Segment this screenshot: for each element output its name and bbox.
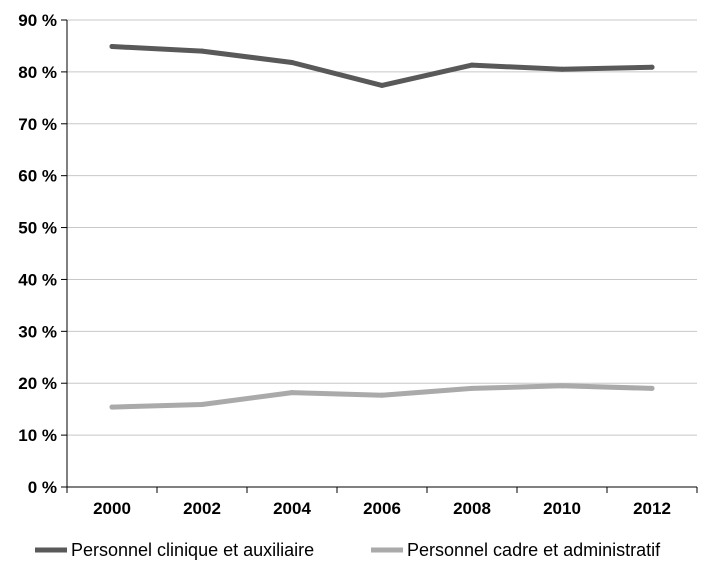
data-point	[379, 392, 385, 398]
gridlines	[67, 19, 697, 436]
y-tick-label: 70 %	[18, 115, 57, 134]
data-point	[289, 60, 295, 66]
legend-label: Personnel clinique et auxiliaire	[71, 540, 314, 560]
legend-label: Personnel cadre et administratif	[407, 540, 661, 560]
y-tick-label: 60 %	[18, 167, 57, 186]
data-point	[559, 383, 565, 389]
axes	[61, 19, 698, 493]
data-point	[649, 385, 655, 391]
data-point	[469, 62, 475, 68]
x-tick-label: 2008	[453, 499, 491, 518]
data-point	[289, 390, 295, 396]
y-tick-label: 20 %	[18, 374, 57, 393]
y-tick-label: 10 %	[18, 426, 57, 445]
series-lines	[109, 43, 655, 410]
x-tick-label: 2010	[543, 499, 581, 518]
y-tick-label: 0 %	[28, 478, 57, 497]
y-tick-label: 30 %	[18, 322, 57, 341]
data-point	[199, 48, 205, 54]
y-tick-label: 40 %	[18, 270, 57, 289]
y-tick-label: 80 %	[18, 63, 57, 82]
data-point	[469, 385, 475, 391]
y-tick-label: 50 %	[18, 219, 57, 238]
x-tick-label: 2012	[633, 499, 671, 518]
tick-labels: 0 % 10 % 20 % 30 % 40 % 50 % 60 % 70 % 80 % 90 % 2…	[18, 11, 671, 518]
data-point	[559, 66, 565, 72]
data-point	[379, 82, 385, 88]
data-point	[109, 404, 115, 410]
x-tick-label: 2000	[93, 499, 131, 518]
x-tick-label: 2004	[273, 499, 311, 518]
series-line-1	[109, 44, 655, 88]
x-tick-label: 2006	[363, 499, 401, 518]
data-point	[649, 64, 655, 70]
y-tick-label: 90 %	[18, 11, 57, 30]
data-point	[109, 43, 115, 49]
legend: Personnel clinique et auxiliaire Personne…	[35, 540, 661, 560]
x-tick-label: 2002	[183, 499, 221, 518]
data-point	[199, 401, 205, 407]
